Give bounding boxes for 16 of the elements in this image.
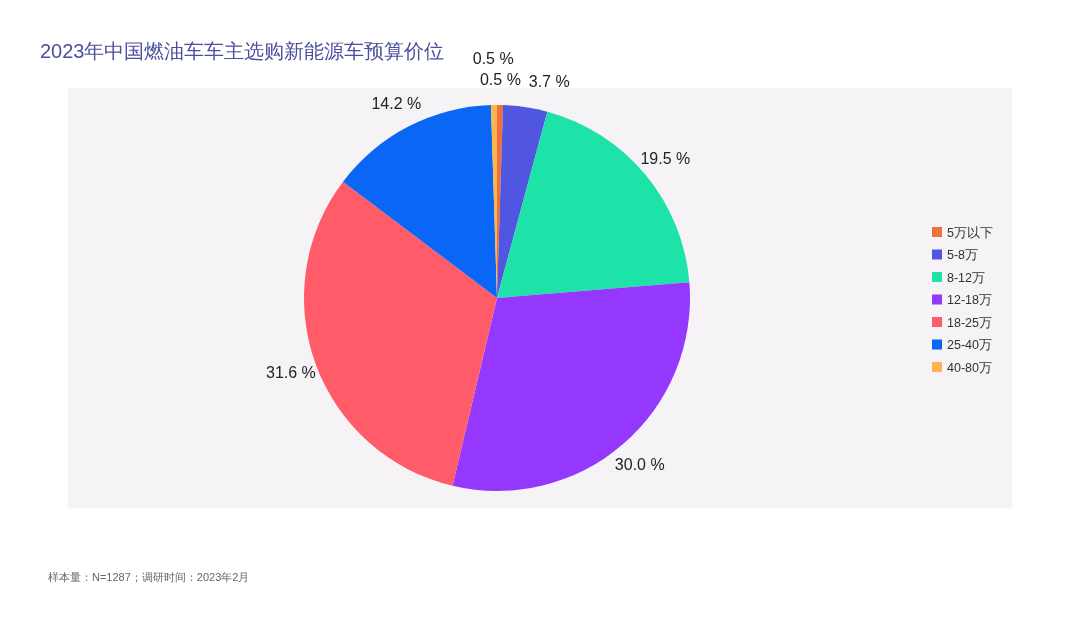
legend-label: 5万以下 (947, 225, 993, 240)
legend-label: 25-40万 (947, 338, 992, 352)
chart-title: 2023年中国燃油车车主选购新能源车预算价位 (40, 40, 445, 62)
legend-label: 12-18万 (947, 293, 992, 307)
data-label: 0.5 % (479, 71, 521, 89)
legend-label: 5-8万 (947, 248, 979, 262)
data-label: 19.5 % (640, 149, 691, 167)
data-label: 0.5 % (472, 50, 514, 68)
legend-label: 40-80万 (947, 360, 992, 375)
data-label: 14.2 % (371, 95, 422, 113)
data-label: 30.0 % (614, 456, 665, 474)
text: 样本量：N=1287；调研时间：2023年2月 (48, 571, 250, 583)
data-label: 31.6 % (266, 364, 316, 382)
legend-label: 8-12万 (947, 270, 986, 285)
legend-label: 18-25万 (947, 315, 992, 330)
data-label: 3.7 % (528, 73, 570, 91)
